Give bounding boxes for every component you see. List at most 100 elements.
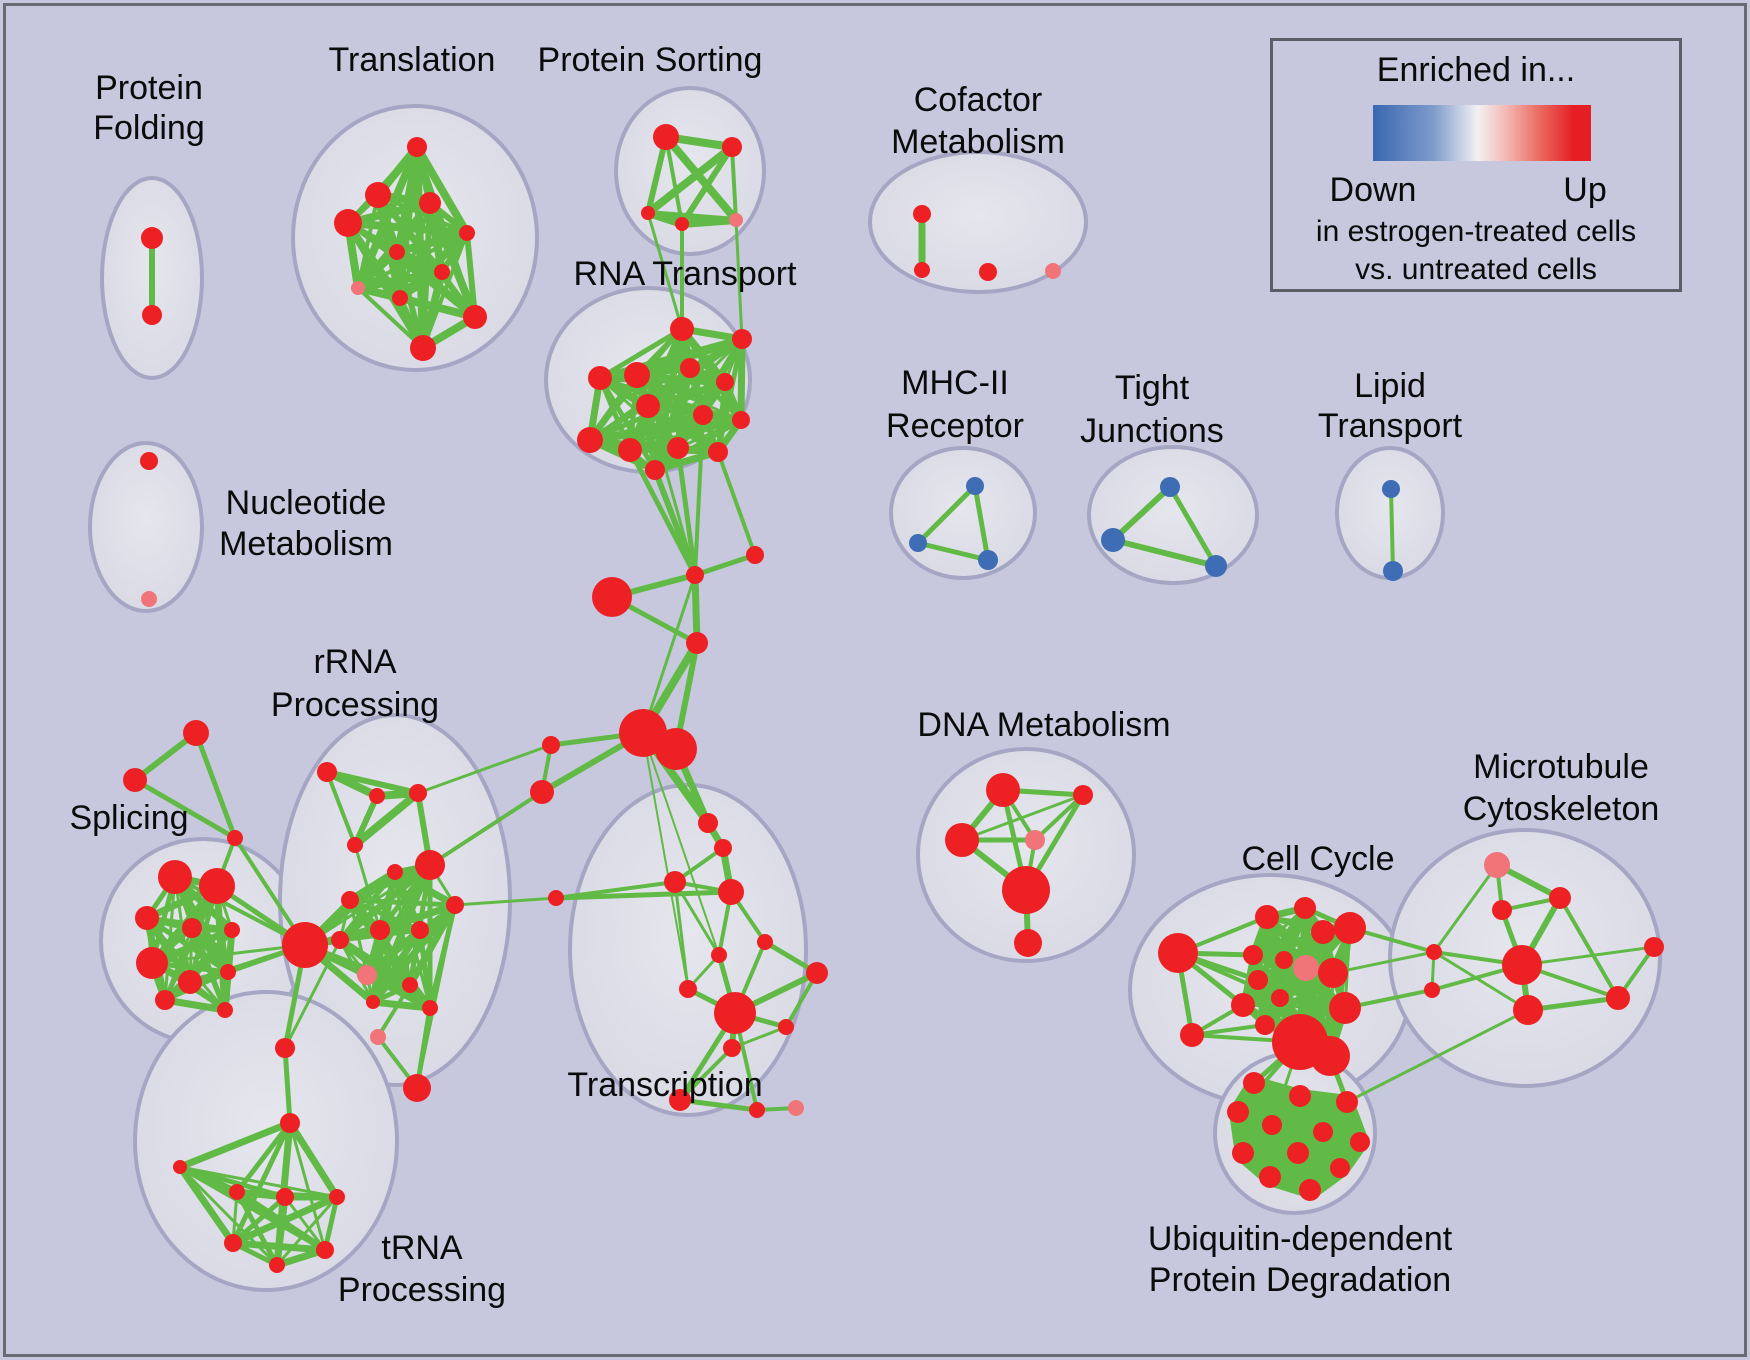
gene-set-node bbox=[220, 964, 236, 980]
edge bbox=[673, 880, 721, 957]
edge bbox=[628, 380, 727, 452]
gene-set-node bbox=[229, 1184, 245, 1200]
gene-set-node bbox=[1205, 555, 1227, 577]
edge bbox=[1389, 487, 1395, 573]
gene-set-node bbox=[679, 980, 697, 998]
gene-set-node bbox=[227, 830, 243, 846]
gene-set-node bbox=[136, 947, 168, 979]
edge bbox=[915, 540, 991, 563]
edge bbox=[229, 1193, 341, 1247]
gene-set-node bbox=[357, 965, 377, 985]
gene-set-node bbox=[714, 839, 732, 857]
edge bbox=[644, 143, 736, 217]
cluster-label-protein-folding: Folding bbox=[93, 109, 205, 147]
gene-set-node bbox=[1318, 958, 1348, 988]
gene-set-node bbox=[1073, 785, 1093, 805]
gene-set-node bbox=[624, 362, 650, 388]
cluster-label-protein-sorting: Protein Sorting bbox=[538, 41, 763, 79]
edge bbox=[1432, 863, 1499, 954]
edge bbox=[678, 1046, 734, 1102]
edge bbox=[678, 216, 740, 228]
edge bbox=[396, 294, 479, 321]
gene-set-node bbox=[708, 442, 728, 462]
edge bbox=[597, 375, 658, 473]
cluster-label-trna-processing: tRNA bbox=[381, 1229, 463, 1267]
edge bbox=[356, 286, 425, 350]
gene-set-node bbox=[224, 1234, 242, 1252]
gene-set-node bbox=[142, 305, 162, 325]
edge bbox=[324, 769, 421, 796]
gene-set-node bbox=[1336, 1091, 1358, 1113]
legend-up-label: Up bbox=[1563, 171, 1607, 209]
gene-set-node bbox=[282, 922, 328, 968]
gene-set-node bbox=[158, 860, 192, 894]
gene-set-node bbox=[410, 335, 436, 361]
gene-set-node bbox=[387, 864, 403, 880]
edge bbox=[651, 448, 722, 474]
edge bbox=[453, 896, 558, 907]
edge bbox=[675, 445, 698, 578]
edge bbox=[162, 927, 235, 1003]
gene-set-node bbox=[419, 192, 441, 214]
gene-set-node bbox=[1293, 955, 1319, 981]
edge bbox=[662, 133, 740, 224]
gene-set-node bbox=[1426, 944, 1442, 960]
gene-set-node bbox=[366, 995, 380, 1009]
gene-set-node bbox=[1275, 951, 1293, 969]
edge bbox=[275, 1195, 339, 1267]
gene-set-node bbox=[806, 962, 828, 984]
gene-set-node bbox=[722, 137, 742, 157]
cluster-label-mhc-ii-receptor: Receptor bbox=[886, 407, 1024, 445]
gene-set-node bbox=[1644, 937, 1664, 957]
edge bbox=[132, 777, 238, 841]
gene-set-node bbox=[1025, 830, 1045, 850]
gene-set-node bbox=[714, 992, 756, 1034]
gene-set-node bbox=[1502, 945, 1542, 985]
edge bbox=[1110, 537, 1219, 569]
cluster-label-trna-processing: Processing bbox=[338, 1271, 506, 1309]
cluster-label-dna-metabolism: DNA Metabolism bbox=[917, 706, 1170, 744]
gene-set-node bbox=[979, 263, 997, 281]
gene-set-node bbox=[276, 1188, 294, 1206]
gene-set-node bbox=[909, 534, 927, 552]
gene-set-node bbox=[636, 394, 660, 418]
edge bbox=[283, 1195, 327, 1252]
cluster-label-rrna-processing: Processing bbox=[271, 686, 439, 724]
gene-set-node bbox=[141, 591, 157, 607]
edge bbox=[286, 1119, 341, 1201]
edge bbox=[282, 1045, 293, 1126]
gene-set-node bbox=[619, 709, 667, 757]
edge bbox=[193, 730, 238, 841]
edge bbox=[173, 875, 307, 947]
gene-set-node bbox=[698, 813, 718, 833]
edge bbox=[325, 770, 357, 847]
gene-set-node bbox=[459, 225, 475, 241]
legend-caption-line1: in estrogen-treated cells bbox=[1315, 215, 1637, 248]
cluster-bubble-tight-junctions bbox=[1087, 445, 1259, 585]
gene-set-node bbox=[618, 438, 642, 462]
edge bbox=[734, 218, 744, 341]
gene-set-node bbox=[135, 906, 159, 930]
edge bbox=[641, 573, 697, 735]
cluster-label-rrna-processing: rRNA bbox=[313, 643, 396, 681]
gene-set-node bbox=[645, 460, 665, 480]
gene-set-node bbox=[686, 632, 708, 654]
edge bbox=[598, 376, 743, 422]
gene-set-node bbox=[183, 720, 209, 746]
gene-set-node bbox=[409, 784, 427, 802]
gene-set-node bbox=[422, 1000, 438, 1016]
cluster-label-cell-cycle: Cell Cycle bbox=[1241, 840, 1394, 878]
gene-set-node bbox=[986, 773, 1020, 807]
gene-set-node bbox=[1014, 929, 1042, 957]
edge bbox=[427, 902, 458, 1011]
edge bbox=[230, 1194, 288, 1246]
gene-set-node bbox=[1272, 1014, 1328, 1070]
edge bbox=[322, 1194, 340, 1253]
edge bbox=[652, 417, 744, 473]
gene-set-node bbox=[1492, 900, 1512, 920]
gene-set-node bbox=[716, 373, 734, 391]
gene-set-node bbox=[1382, 480, 1400, 498]
edge bbox=[673, 880, 690, 991]
edge bbox=[344, 199, 434, 227]
